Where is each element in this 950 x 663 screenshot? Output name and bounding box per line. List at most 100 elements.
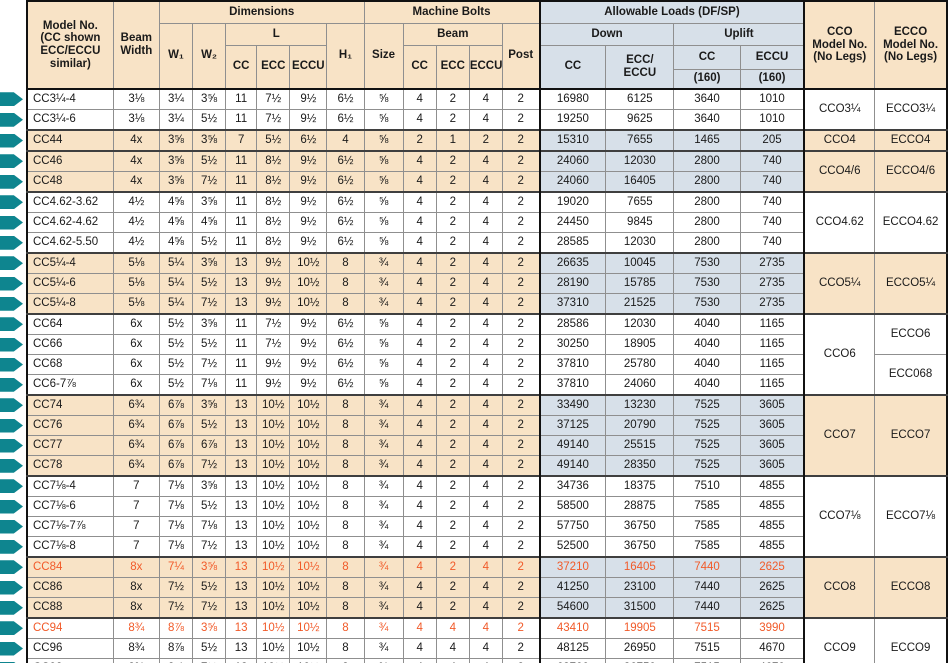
cell-l-ecc: 8½ xyxy=(256,171,291,193)
cell-model: CC86 xyxy=(26,577,114,598)
cell-h1: 6½ xyxy=(326,191,365,213)
cell-bolt-eccu: 4 xyxy=(468,88,503,110)
cell-l-eccu: 10½ xyxy=(289,293,328,315)
cell-model: CC98 xyxy=(26,658,114,663)
cell-l-cc: 11 xyxy=(225,150,258,172)
cell-model: CC66 xyxy=(26,334,114,355)
cell-bolt-size: ¾ xyxy=(363,435,404,456)
cell-down-cc: 28585 xyxy=(538,232,607,254)
cell-down-cc: 48125 xyxy=(538,638,607,659)
cell-bolt-post: 2 xyxy=(501,313,541,335)
cell-h1: 8 xyxy=(326,638,365,659)
cell-l-ecc: 10½ xyxy=(256,638,291,659)
cell-bolt-cc: 4 xyxy=(402,577,437,598)
row-arrow-icon xyxy=(0,256,23,271)
cell-bolt-size: ¾ xyxy=(363,638,404,659)
cell-l-ecc: 10½ xyxy=(256,435,291,456)
cell-down-cc: 37810 xyxy=(538,354,607,375)
cell-down-ecc-eccu: 12030 xyxy=(605,150,675,172)
table-row: CC6-7⅞ 6x 5½ 7⅛ 11 9½ 9½ 6½ ⅝ 4 2 4 2 37810 24060 4040 1… xyxy=(26,374,947,396)
cell-ecco-model: ECCO9 xyxy=(874,617,948,663)
cell-uplift-cc-160: 3640 xyxy=(673,109,741,131)
cell-uplift-cc-160: 7440 xyxy=(673,556,741,578)
cell-l-cc: 11 xyxy=(225,334,258,355)
cell-model: CC4.62-3.62 xyxy=(26,191,114,213)
cell-bolt-cc: 4 xyxy=(402,150,437,172)
cell-beam-width: 4x xyxy=(112,129,160,152)
header-allowable-loads: Allowable Loads (DF/SP) xyxy=(538,0,806,24)
cell-uplift-eccu-160: 740 xyxy=(739,171,806,193)
cell-bolt-size: ¾ xyxy=(363,475,404,497)
cell-model: CC7⅛-7⅞ xyxy=(26,516,114,537)
header-l-eccu: ECCU xyxy=(289,44,328,90)
row-arrow-icon xyxy=(0,317,23,332)
cell-bolt-size: ¾ xyxy=(363,658,404,663)
cell-w1: 7¼ xyxy=(158,556,194,578)
cell-bolt-eccu: 4 xyxy=(468,536,503,558)
cell-down-ecc-eccu: 36750 xyxy=(605,658,675,663)
cell-bolt-cc: 4 xyxy=(402,171,437,193)
cell-w1: 3¼ xyxy=(158,109,194,131)
cell-w1: 7⅛ xyxy=(158,536,194,558)
cell-w1: 5¼ xyxy=(158,273,194,294)
cell-h1: 8 xyxy=(326,475,365,497)
cell-bolt-cc: 4 xyxy=(402,232,437,254)
cell-w2: 3⅝ xyxy=(191,313,227,335)
cell-w2: 5½ xyxy=(191,109,227,131)
cell-bolt-cc: 4 xyxy=(402,334,437,355)
table-row: CC7⅛-4 7 7⅛ 3⅝ 13 10½ 10½ 8 ¾ 4 2 4 2 34736 18375 7510 4… xyxy=(26,475,948,558)
row-arrow-icon xyxy=(0,438,23,453)
cell-h1: 8 xyxy=(326,394,365,416)
cell-bolt-ecc: 2 xyxy=(435,313,470,335)
cell-model: CC5¼-6 xyxy=(26,273,114,294)
cell-l-cc: 11 xyxy=(225,313,258,335)
table-row: CC84 8x 7¼ 3⅝ 13 10½ 10½ 8 ¾ 4 2 4 2 37210 16405 7440 26… xyxy=(26,556,948,619)
cell-down-cc: 30250 xyxy=(538,334,607,355)
cell-down-ecc-eccu: 7655 xyxy=(605,191,675,213)
cell-l-cc: 11 xyxy=(225,88,258,110)
cell-uplift-eccu-160: 4670 xyxy=(739,658,806,663)
cell-model: CC3¼-4 xyxy=(26,88,114,110)
cell-l-eccu: 10½ xyxy=(289,617,328,639)
cell-bolt-eccu: 4 xyxy=(468,273,503,294)
cell-w1: 3⅝ xyxy=(158,129,194,152)
cell-uplift-cc-160: 1465 xyxy=(673,129,741,152)
cell-l-eccu: 9½ xyxy=(289,354,328,375)
cell-beam-width: 4½ xyxy=(112,191,160,213)
cell-bolt-ecc: 2 xyxy=(435,577,470,598)
cell-bolt-ecc: 2 xyxy=(435,597,470,619)
row-arrow-icon xyxy=(0,133,23,148)
cell-beam-width: 6x xyxy=(112,354,160,375)
header-l: L xyxy=(225,22,328,46)
cell-uplift-eccu-160: 3605 xyxy=(739,394,806,416)
cell-bolt-eccu: 4 xyxy=(468,597,503,619)
cell-uplift-cc-160: 4040 xyxy=(673,374,741,396)
cell-uplift-cc-160: 7515 xyxy=(673,617,741,639)
cell-uplift-eccu-160: 3605 xyxy=(739,435,806,456)
row-arrow-icon xyxy=(0,92,23,107)
cell-bolt-ecc: 4 xyxy=(435,617,470,639)
cell-model: CC48 xyxy=(26,171,114,193)
cell-down-cc: 41250 xyxy=(538,577,607,598)
cell-cco-model: CCO7 xyxy=(803,394,876,477)
cell-h1: 6½ xyxy=(326,88,365,110)
cell-l-cc: 13 xyxy=(225,516,258,537)
cell-model: CC94 xyxy=(26,617,114,639)
cell-w2: 7½ xyxy=(191,171,227,193)
table-row: CC4.62-3.62 4½ 4⅝ 3⅝ 11 8½ 9½ 6½ ⅝ 4 2 4 2 19020 7655 2… xyxy=(26,191,948,254)
header-bolt-cc: CC xyxy=(402,44,437,90)
cell-cco-model: CCO6 xyxy=(803,313,876,396)
cell-bolt-post: 2 xyxy=(501,658,541,663)
cell-bolt-cc: 4 xyxy=(402,658,437,663)
cell-bolt-size: ⅝ xyxy=(363,129,404,152)
cell-down-cc: 49140 xyxy=(538,455,607,477)
cell-l-eccu: 10½ xyxy=(289,536,328,558)
cell-l-eccu: 10½ xyxy=(289,597,328,619)
cell-bolt-cc: 2 xyxy=(402,129,437,152)
row-arrow-icon xyxy=(0,539,23,554)
cell-beam-width: 8¾ xyxy=(112,617,160,639)
table-row: CC988¾8⅞7½1310½10½8¾44426370036750751546… xyxy=(26,658,947,663)
cell-bolt-ecc: 4 xyxy=(435,658,470,663)
cell-w2: 7½ xyxy=(191,536,227,558)
